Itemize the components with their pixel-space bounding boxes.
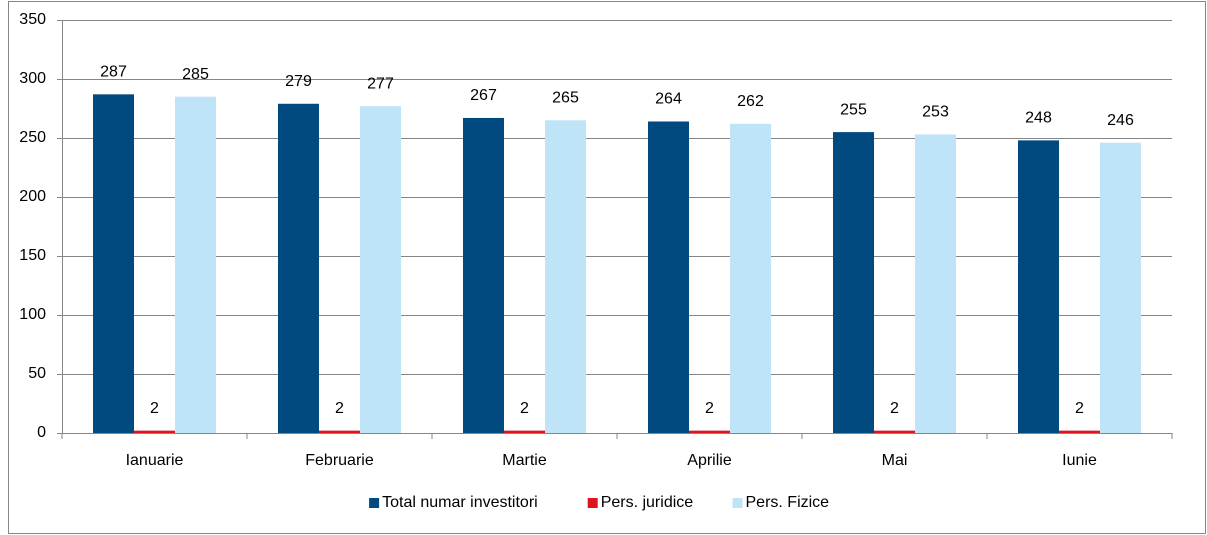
data-label: 2 — [335, 400, 344, 417]
bar — [463, 117, 504, 433]
legend-label: Pers. juridice — [601, 494, 694, 511]
data-label: 2 — [520, 400, 529, 417]
bar — [874, 430, 915, 433]
data-label: 279 — [285, 73, 312, 90]
y-tick-label: 300 — [19, 70, 46, 87]
bar — [730, 123, 771, 433]
bar — [93, 94, 134, 433]
bar — [278, 103, 319, 433]
data-label: 248 — [1025, 110, 1052, 127]
bar — [915, 134, 956, 433]
bar — [689, 430, 730, 433]
legend-swatch — [732, 498, 743, 508]
data-label: 255 — [840, 101, 867, 118]
bar — [833, 132, 874, 433]
y-tick-label: 250 — [19, 129, 46, 146]
y-tick-label: 200 — [19, 188, 46, 205]
bar — [175, 96, 216, 433]
bar — [1100, 142, 1141, 433]
data-label: 285 — [182, 66, 209, 83]
bar — [504, 430, 545, 433]
bar — [360, 106, 401, 433]
x-tick-label: Februarie — [305, 452, 374, 469]
bar — [319, 430, 360, 433]
legend-swatch — [369, 498, 380, 508]
x-tick-label: Mai — [882, 452, 908, 469]
data-label: 2 — [705, 400, 714, 417]
data-label: 265 — [552, 90, 579, 107]
bar — [648, 121, 689, 433]
bar — [134, 430, 175, 433]
data-label: 267 — [470, 87, 497, 104]
data-label: 287 — [100, 64, 127, 81]
x-tick-label: Martie — [502, 452, 547, 469]
legend-swatch — [587, 498, 598, 508]
y-tick-label: 100 — [19, 306, 46, 323]
data-label: 262 — [737, 93, 764, 110]
x-tick-label: Aprilie — [687, 452, 732, 469]
data-label: 2 — [150, 400, 159, 417]
x-tick-label: Ianuarie — [126, 452, 184, 469]
data-label: 2 — [1075, 400, 1084, 417]
data-label: 264 — [655, 91, 682, 108]
legend-label: Pers. Fizice — [746, 494, 830, 511]
data-label: 2 — [890, 400, 899, 417]
y-tick-label: 350 — [19, 11, 46, 28]
y-tick-label: 0 — [37, 424, 46, 441]
bar — [1018, 140, 1059, 434]
data-label: 246 — [1107, 112, 1134, 129]
y-tick-label: 150 — [19, 247, 46, 264]
data-label: 253 — [922, 104, 949, 121]
bar — [1059, 430, 1100, 433]
x-tick-label: Iunie — [1062, 452, 1097, 469]
data-label: 277 — [367, 75, 394, 92]
bar — [545, 120, 586, 434]
y-tick-label: 50 — [28, 365, 46, 382]
legend-label: Total numar investitori — [382, 494, 538, 511]
